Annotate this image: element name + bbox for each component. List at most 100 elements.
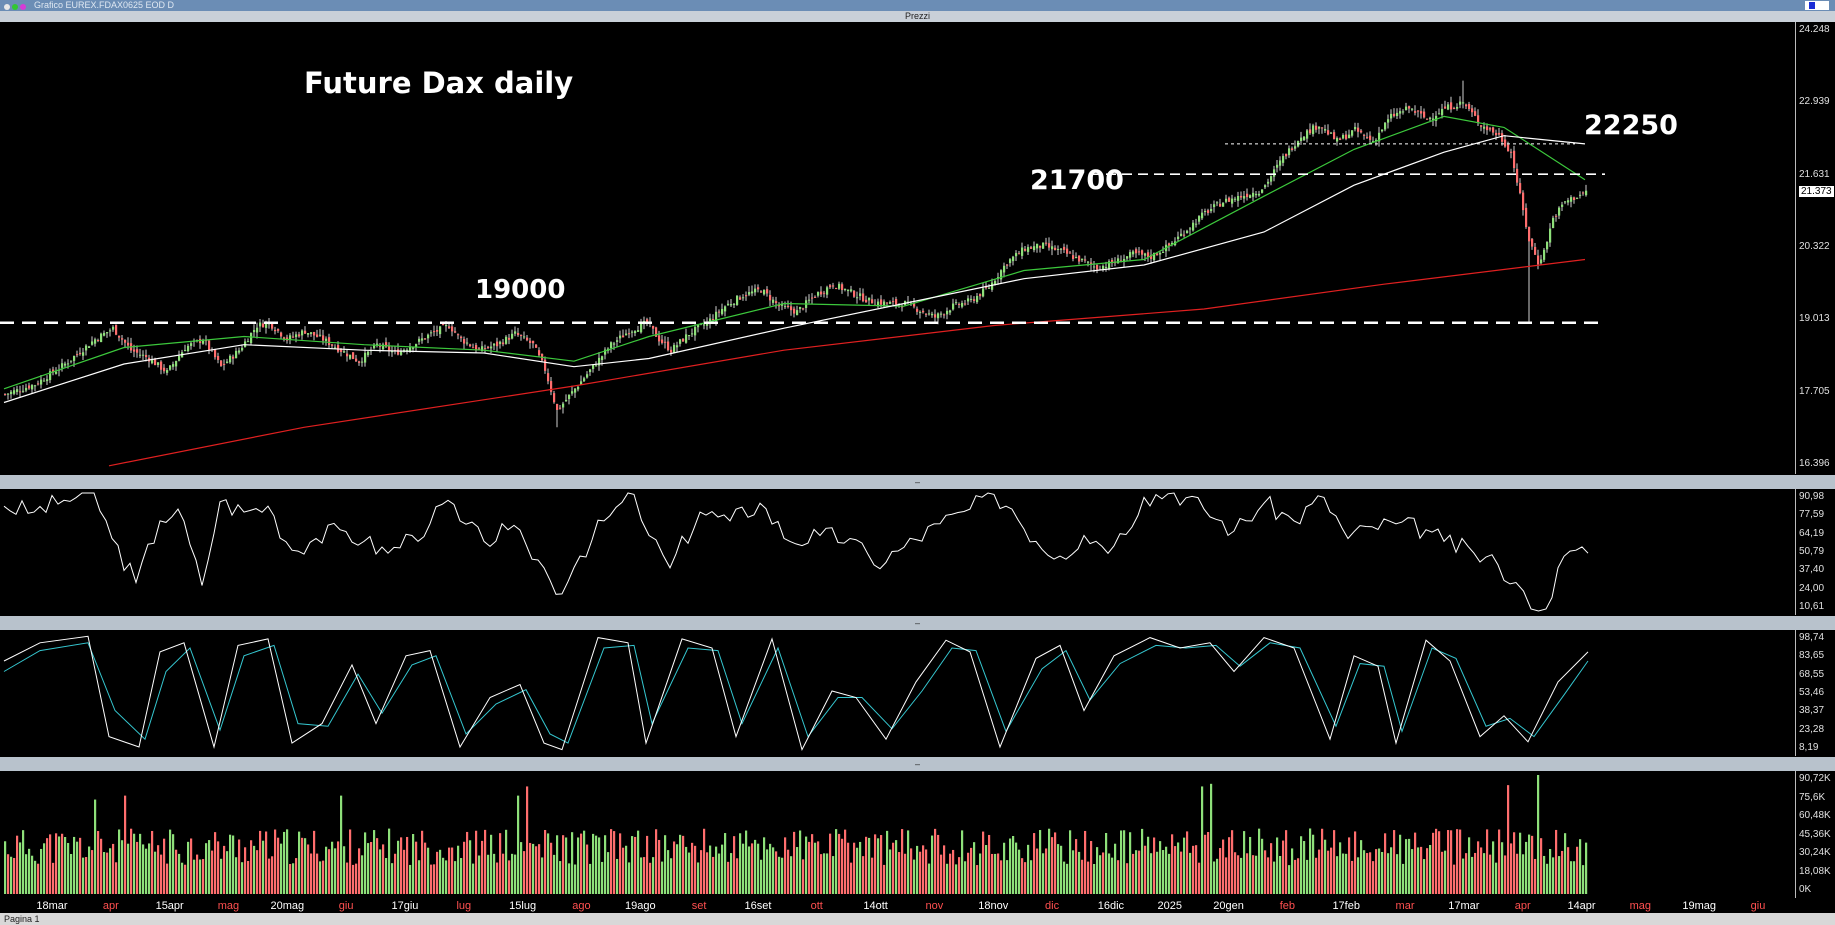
candle-body (229, 355, 232, 363)
volume-bar (919, 851, 922, 894)
candle-body (313, 332, 316, 336)
volume-bar (961, 830, 964, 894)
volume-bar (619, 833, 622, 894)
candle-body (1192, 222, 1195, 231)
candle-body (223, 363, 226, 365)
pane-separator-3[interactable]: – (0, 757, 1835, 771)
volume-bar (1483, 853, 1486, 894)
level-21700-label: 21700 (1030, 165, 1124, 196)
volume-chart[interactable] (0, 771, 1796, 898)
volume-bar (1243, 831, 1246, 894)
candle-body (289, 335, 292, 340)
x-axis-tick: 14ott (863, 900, 888, 912)
candle-body (1156, 253, 1159, 256)
x-axis-tick: 17mar (1448, 900, 1480, 912)
volume-bar (1153, 837, 1156, 894)
stochastic-chart[interactable] (0, 630, 1796, 756)
volume-bar (91, 850, 94, 894)
candle-body (655, 327, 658, 337)
volume-bar (106, 852, 109, 894)
candle-body (1093, 266, 1096, 268)
x-axis-tick: ago (572, 900, 591, 912)
oscillator-line (3, 492, 1589, 612)
pane-separator-1[interactable]: – (0, 475, 1835, 489)
candle-body (382, 344, 385, 350)
volume-bar (1582, 865, 1585, 894)
candle-body (469, 344, 472, 347)
volume-bar (1411, 849, 1414, 894)
volume-bar (784, 837, 787, 894)
volume-bar (913, 859, 916, 894)
candle-body (1375, 139, 1378, 141)
oscillator-pane (0, 489, 1796, 615)
price-axis-tick: 22.939 (1799, 96, 1830, 108)
volume-bar (736, 858, 739, 894)
volume-bar (1141, 828, 1144, 894)
page-tab[interactable]: Pagina 1 (4, 914, 40, 924)
candle-body (1312, 125, 1315, 135)
x-axis-tick: 17giu (391, 900, 419, 912)
volume-pane (0, 771, 1796, 898)
candle-body (373, 344, 376, 349)
candle-body (961, 302, 964, 307)
pane-separator-2[interactable]: – (0, 616, 1835, 630)
candle-body (1210, 209, 1213, 212)
candle-body (1561, 204, 1564, 207)
volume-bar (958, 857, 961, 894)
candle-body (1546, 242, 1549, 250)
volume-bar (310, 853, 313, 894)
volume-bar (301, 837, 304, 894)
candle-body (1372, 141, 1375, 143)
volume-bar (1006, 860, 1009, 894)
candle-body (1288, 148, 1291, 156)
candle-body (97, 339, 100, 341)
volume-bar (847, 842, 850, 894)
candle-body (946, 310, 949, 315)
volume-bar (1579, 839, 1582, 894)
volume-bar (1174, 846, 1177, 894)
window-menu-button[interactable] (1805, 1, 1829, 10)
candle-body (145, 355, 148, 358)
volume-bar (1075, 839, 1078, 894)
candle-body (37, 383, 40, 385)
volume-bar (70, 853, 73, 894)
volume-bar (457, 845, 460, 894)
oscillator-axis-tick: 37,40 (1799, 564, 1825, 576)
candle-body (1336, 137, 1339, 142)
volume-bar (376, 838, 379, 894)
candle-body (664, 341, 667, 343)
volume-bar (649, 862, 652, 894)
volume-bar (214, 832, 217, 894)
candle-body (76, 354, 79, 356)
volume-axis-tick: 18,08K (1799, 865, 1831, 877)
candle-body (814, 296, 817, 298)
volume-bar (445, 860, 448, 894)
candle-body (970, 298, 973, 300)
candle-body (1117, 258, 1120, 264)
volume-bar (838, 833, 841, 894)
volume-axis-tick: 45,36K (1799, 828, 1831, 840)
volume-bar (1102, 852, 1105, 894)
candle-body (1339, 138, 1342, 140)
candle-body (847, 289, 850, 292)
volume-bar (676, 844, 679, 894)
price-chart[interactable] (0, 22, 1796, 474)
oscillator-chart[interactable] (0, 489, 1796, 615)
candle-body (1063, 246, 1066, 250)
candle-body (340, 349, 343, 352)
window-controls[interactable] (4, 2, 30, 10)
candle-body (1318, 126, 1321, 129)
volume-bar (1330, 847, 1333, 894)
volume-bar (1426, 848, 1429, 894)
candle-body (1384, 122, 1387, 130)
candle-body (361, 361, 364, 363)
volume-bar (1000, 860, 1003, 894)
candle-body (1054, 247, 1057, 251)
volume-bar (718, 853, 721, 894)
candle-body (445, 324, 448, 327)
volume-bar (1180, 851, 1183, 894)
volume-bar (967, 852, 970, 894)
stochastic-axis-tick: 23,28 (1799, 723, 1825, 735)
volume-bar (1375, 849, 1378, 894)
candle-body (319, 334, 322, 336)
